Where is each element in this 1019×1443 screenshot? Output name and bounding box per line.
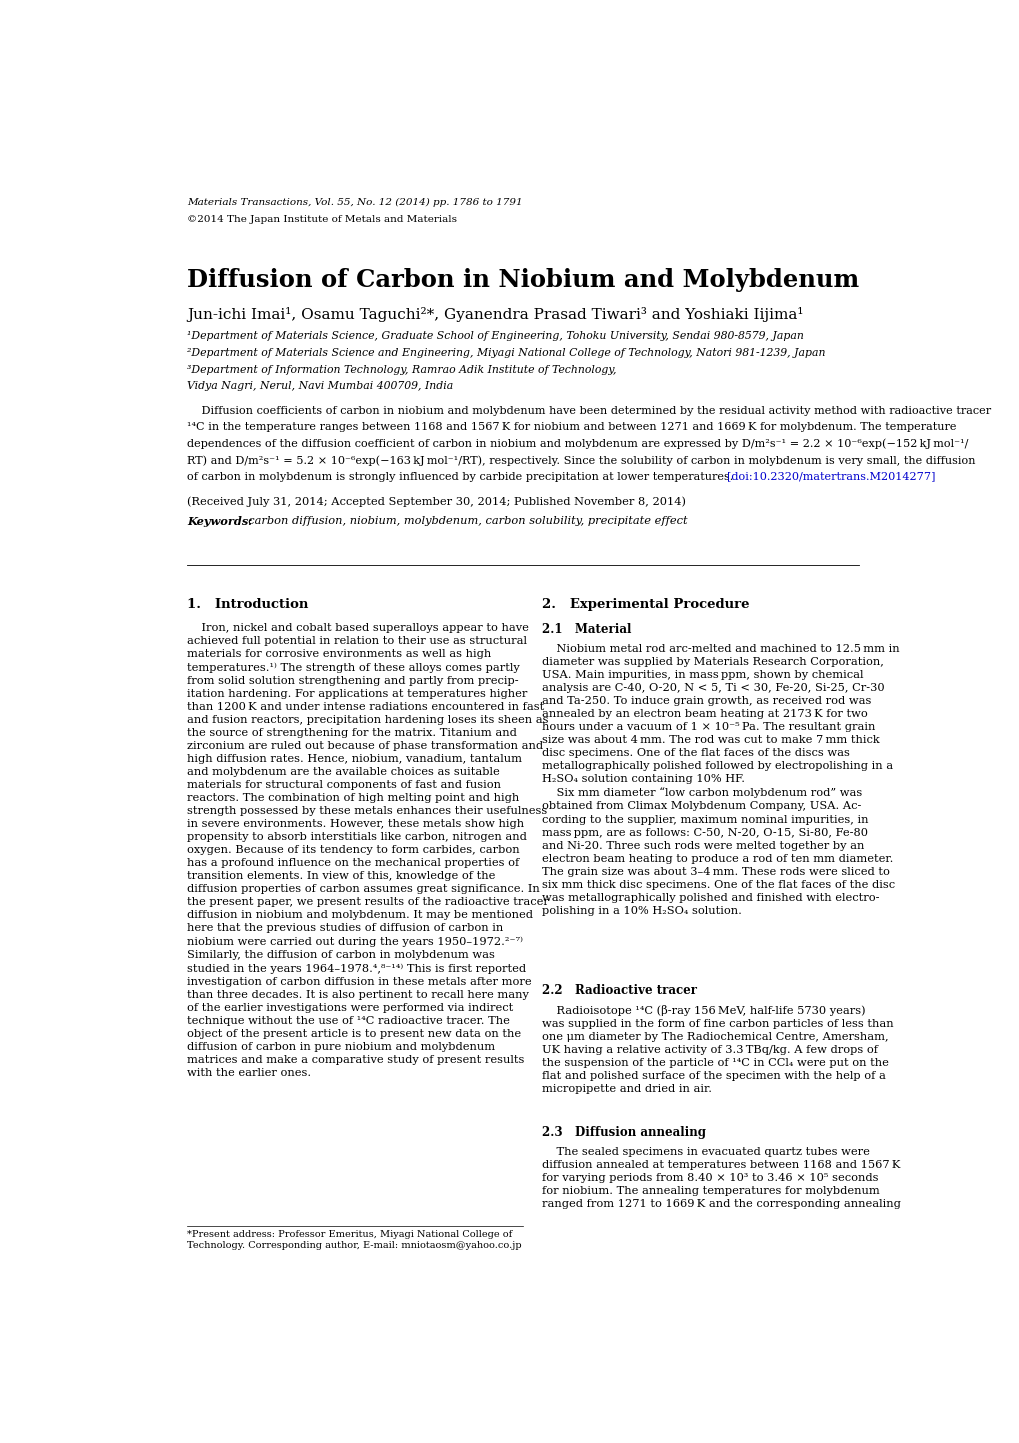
Text: ³Department of Information Technology, Ramrao Adik Institute of Technology,: ³Department of Information Technology, R… [186, 365, 615, 375]
Text: [doi:10.2320/matertrans.M2014277]: [doi:10.2320/matertrans.M2014277] [726, 472, 934, 482]
Text: carbon diffusion, niobium, molybdenum, carbon solubility, precipitate effect: carbon diffusion, niobium, molybdenum, c… [240, 517, 687, 527]
Text: ¹Department of Materials Science, Graduate School of Engineering, Tohoku Univers: ¹Department of Materials Science, Gradua… [186, 332, 803, 342]
Text: 2.1   Material: 2.1 Material [541, 623, 631, 636]
Text: Diffusion coefficients of carbon in niobium and molybdenum have been determined : Diffusion coefficients of carbon in niob… [186, 405, 989, 416]
Text: 2.3   Diffusion annealing: 2.3 Diffusion annealing [541, 1126, 705, 1139]
Text: Niobium metal rod arc-melted and machined to 12.5 mm in
diameter was supplied by: Niobium metal rod arc-melted and machine… [541, 644, 899, 916]
Text: of carbon in molybdenum is strongly influenced by carbide precipitation at lower: of carbon in molybdenum is strongly infl… [186, 472, 733, 482]
Text: ©2014 The Japan Institute of Metals and Materials: ©2014 The Japan Institute of Metals and … [186, 215, 457, 224]
Text: ²Department of Materials Science and Engineering, Miyagi National College of Tec: ²Department of Materials Science and Eng… [186, 348, 824, 358]
Text: Radioisotope ¹⁴C (β-ray 156 MeV, half-life 5730 years)
was supplied in the form : Radioisotope ¹⁴C (β-ray 156 MeV, half-li… [541, 1004, 893, 1094]
Text: Jun-ichi Imai¹, Osamu Taguchi²*, Gyanendra Prasad Tiwari³ and Yoshiaki Iijima¹: Jun-ichi Imai¹, Osamu Taguchi²*, Gyanend… [186, 307, 803, 322]
Text: ¹⁴C in the temperature ranges between 1168 and 1567 K for niobium and between 12: ¹⁴C in the temperature ranges between 11… [186, 423, 956, 433]
Text: 2.2   Radioactive tracer: 2.2 Radioactive tracer [541, 984, 696, 997]
Text: dependences of the diffusion coefficient of carbon in niobium and molybdenum are: dependences of the diffusion coefficient… [186, 439, 967, 449]
Text: RT) and D/m²s⁻¹ = 5.2 × 10⁻⁶exp(−163 kJ mol⁻¹/RT), respectively. Since the solub: RT) and D/m²s⁻¹ = 5.2 × 10⁻⁶exp(−163 kJ … [186, 456, 974, 466]
Text: Diffusion of Carbon in Niobium and Molybdenum: Diffusion of Carbon in Niobium and Molyb… [186, 268, 858, 291]
Text: (Received July 31, 2014; Accepted September 30, 2014; Published November 8, 2014: (Received July 31, 2014; Accepted Septem… [186, 496, 685, 506]
Text: 2.   Experimental Procedure: 2. Experimental Procedure [541, 599, 749, 612]
Text: The sealed specimens in evacuated quartz tubes were
diffusion annealed at temper: The sealed specimens in evacuated quartz… [541, 1147, 900, 1209]
Text: Vidya Nagri, Nerul, Navi Mumbai 400709, India: Vidya Nagri, Nerul, Navi Mumbai 400709, … [186, 381, 452, 391]
Text: Keywords:: Keywords: [186, 517, 252, 527]
Text: Materials Transactions, Vol. 55, No. 12 (2014) pp. 1786 to 1791: Materials Transactions, Vol. 55, No. 12 … [186, 198, 522, 206]
Text: Iron, nickel and cobalt based superalloys appear to have
achieved full potential: Iron, nickel and cobalt based superalloy… [186, 623, 548, 1078]
Text: 1.   Introduction: 1. Introduction [186, 599, 308, 612]
Text: *Present address: Professor Emeritus, Miyagi National College of
Technology. Cor: *Present address: Professor Emeritus, Mi… [186, 1229, 521, 1250]
